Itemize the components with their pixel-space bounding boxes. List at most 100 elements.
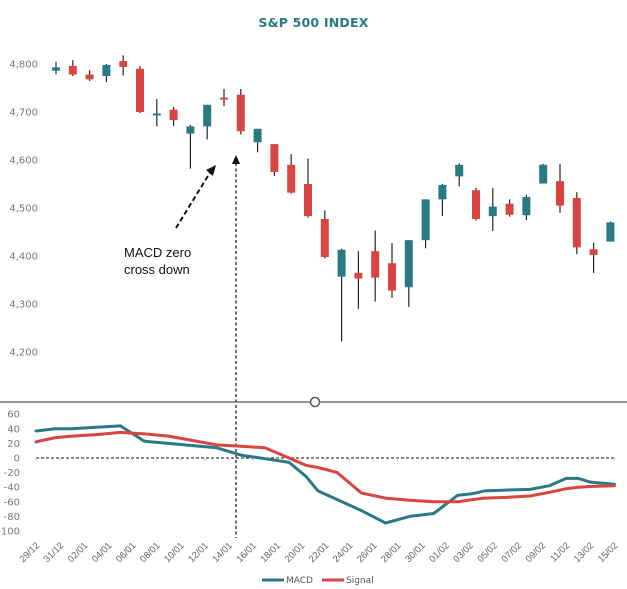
price-candles bbox=[52, 55, 615, 342]
series-line-signal bbox=[34, 430, 616, 504]
macd-lines bbox=[34, 424, 616, 525]
candle bbox=[169, 107, 178, 126]
macd-x-tick-label: 11/02 bbox=[548, 540, 572, 564]
candle bbox=[421, 199, 430, 249]
candle bbox=[455, 163, 464, 187]
price-y-axis: 4,800 4,700 4,600 4,500 4,400 4,300 4,200 bbox=[9, 60, 38, 359]
candle-body bbox=[287, 164, 296, 193]
candle-body bbox=[203, 104, 212, 127]
macd-y-tick-label: -20 bbox=[4, 468, 20, 479]
macd-x-tick-label: 07/02 bbox=[500, 540, 525, 565]
macd-x-tick-label: 29/12 bbox=[18, 540, 43, 565]
candle-body bbox=[152, 113, 161, 116]
candle bbox=[438, 184, 447, 217]
macd-y-tick-label: -100 bbox=[0, 527, 20, 538]
candle-body bbox=[119, 61, 128, 67]
candle bbox=[388, 243, 396, 298]
candle-body bbox=[68, 65, 77, 75]
candle bbox=[119, 55, 128, 76]
candle bbox=[304, 158, 312, 218]
macd-x-tick-label: 15/02 bbox=[596, 540, 621, 565]
candle-body bbox=[236, 94, 245, 132]
price-y-tick-label: 4,500 bbox=[9, 204, 38, 215]
candle-body bbox=[572, 197, 581, 248]
candle bbox=[539, 163, 548, 184]
macd-x-tick-label: 20/01 bbox=[283, 540, 308, 565]
candle-body bbox=[169, 109, 178, 121]
price-y-tick-label: 4,400 bbox=[9, 252, 38, 263]
arrow-head-icon bbox=[232, 155, 240, 164]
candle bbox=[606, 221, 615, 242]
legend: MACD Signal bbox=[262, 576, 374, 586]
macd-y-tick-label: 0 bbox=[14, 454, 20, 465]
macd-x-tick-label: 14/01 bbox=[210, 540, 235, 565]
series-line-macd bbox=[34, 424, 616, 525]
candle bbox=[287, 154, 296, 194]
macd-y-tick-label: -60 bbox=[4, 497, 20, 508]
annotation: MACD zero cross down bbox=[124, 155, 240, 538]
candle bbox=[337, 248, 346, 342]
candle bbox=[186, 124, 195, 169]
candle-body bbox=[102, 64, 111, 76]
candle-body bbox=[186, 126, 195, 134]
candle bbox=[220, 88, 228, 107]
candle-body bbox=[337, 249, 346, 277]
candle bbox=[136, 66, 144, 113]
macd-y-axis: 60 40 20 0 -20 -40 -60 -80 -100 bbox=[0, 410, 20, 538]
annotation-line2: cross down bbox=[124, 262, 190, 277]
macd-x-tick-label: 04/01 bbox=[90, 540, 115, 565]
macd-x-tick-label: 12/01 bbox=[186, 540, 211, 565]
macd-x-tick-label: 26/01 bbox=[355, 540, 380, 565]
macd-x-tick-label: 10/01 bbox=[162, 540, 187, 565]
candle-body bbox=[220, 97, 228, 100]
macd-x-tick-label: 28/01 bbox=[379, 540, 404, 565]
macd-x-tick-label: 02/01 bbox=[66, 540, 91, 565]
candle bbox=[472, 187, 480, 221]
chart-title: S&P 500 INDEX bbox=[258, 15, 369, 30]
macd-x-tick-label: 31/12 bbox=[42, 540, 67, 565]
macd-y-tick-label: -40 bbox=[4, 483, 20, 494]
macd-x-tick-label: 30/01 bbox=[403, 540, 428, 565]
macd-x-tick-label: 08/01 bbox=[138, 540, 163, 565]
candle-body bbox=[404, 240, 413, 288]
candle-body bbox=[85, 74, 94, 80]
candle bbox=[589, 242, 598, 273]
candle-body bbox=[304, 184, 312, 217]
candle bbox=[320, 210, 329, 259]
macd-x-tick-label: 22/01 bbox=[307, 540, 332, 565]
candle-body bbox=[472, 190, 480, 220]
price-y-tick-label: 4,800 bbox=[9, 60, 38, 71]
candle-body bbox=[589, 249, 598, 256]
candle bbox=[371, 230, 380, 302]
candle-body bbox=[136, 68, 144, 112]
macd-y-tick-label: 40 bbox=[7, 424, 20, 435]
macd-x-axis: 29/12 31/12 02/01 04/01 06/01 08/01 10/01 12/01… bbox=[18, 458, 621, 565]
candle bbox=[85, 70, 94, 81]
candle bbox=[270, 144, 279, 176]
candle bbox=[522, 194, 531, 220]
macd-x-tick-label: 18/01 bbox=[259, 540, 284, 565]
pane-resize-handle[interactable] bbox=[309, 396, 321, 408]
candle-body bbox=[606, 222, 615, 242]
candle-body bbox=[253, 128, 262, 143]
arrow-head-icon bbox=[206, 165, 216, 176]
price-y-tick-label: 4,600 bbox=[9, 156, 38, 167]
macd-x-tick-label: 09/02 bbox=[524, 540, 549, 565]
candle-body bbox=[270, 144, 279, 172]
candle bbox=[52, 61, 60, 75]
macd-x-tick-label: 24/01 bbox=[331, 540, 356, 565]
candle bbox=[556, 163, 564, 213]
price-y-tick-label: 4,300 bbox=[9, 300, 38, 311]
macd-x-tick-label: 05/02 bbox=[475, 540, 500, 565]
candle bbox=[354, 251, 363, 309]
candle bbox=[488, 187, 497, 232]
candle bbox=[572, 192, 581, 255]
candle bbox=[505, 199, 514, 217]
candle-body bbox=[371, 251, 380, 278]
annotation-line1: MACD zero bbox=[124, 245, 191, 260]
candle bbox=[102, 64, 111, 83]
legend-label-signal: Signal bbox=[346, 576, 374, 586]
candle-body bbox=[388, 263, 396, 291]
candle bbox=[152, 99, 161, 127]
candle-body bbox=[320, 219, 329, 257]
